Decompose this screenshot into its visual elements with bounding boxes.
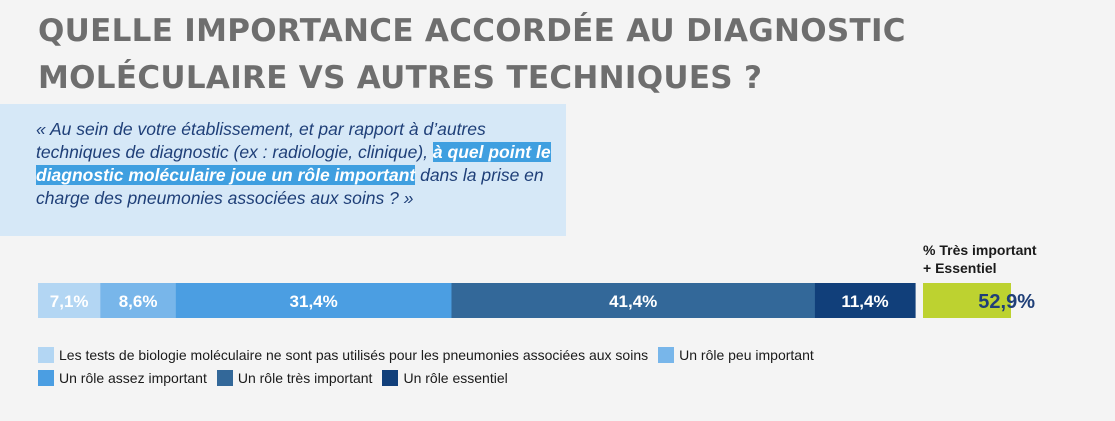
chart-legend: Les tests de biologie moléculaire ne son… xyxy=(38,343,1098,389)
question-text-end: dans la prise en charge des pneumonies a… xyxy=(36,165,544,208)
bar-segments xyxy=(38,283,916,318)
legend-row-2: Un rôle assez important Un rôle très imp… xyxy=(38,366,1098,389)
legend-swatch-not-used xyxy=(38,346,54,363)
legend-label-fairly-important: Un rôle assez important xyxy=(59,369,207,386)
legend-item-essential: Un rôle essentiel xyxy=(382,369,508,386)
question-box: « Au sein de votre établissement, et par… xyxy=(0,104,566,236)
summary-title-line-2: + Essentiel xyxy=(923,260,997,276)
page-title: QUELLE IMPORTANCE ACCORDÉE AU DIAGNOSTIC… xyxy=(38,8,1098,102)
title-line-1: QUELLE IMPORTANCE ACCORDÉE AU DIAGNOSTIC xyxy=(38,13,906,49)
legend-item-fairly-important: Un rôle assez important xyxy=(38,369,207,386)
bar-segment-2 xyxy=(100,283,177,318)
summary-value-label: 52,9% xyxy=(978,291,1035,313)
bar-segment-label-5: 11,4% xyxy=(841,292,888,311)
legend-label-essential: Un rôle essentiel xyxy=(403,369,508,386)
bar-segment-4 xyxy=(451,283,816,318)
bar-labels: 7,1% 8,6% 31,4% 41,4% 11,4% xyxy=(50,292,889,311)
legend-item-low-importance: Un rôle peu important xyxy=(658,346,814,363)
bar-segment-3 xyxy=(175,283,453,318)
bar-segment-label-1: 7,1% xyxy=(50,292,89,311)
bar-segment-5 xyxy=(814,283,916,318)
legend-swatch-low-importance xyxy=(658,346,675,363)
legend-swatch-fairly-important xyxy=(38,369,54,386)
legend-swatch-essential xyxy=(382,369,399,386)
legend-label-very-important: Un rôle très important xyxy=(237,369,373,386)
question-text: « Au sein de votre établissement, et par… xyxy=(36,118,556,210)
stacked-bar-chart: 7,1% 8,6% 31,4% 41,4% 11,4% % Très important… xyxy=(38,242,1037,318)
legend-item-very-important: Un rôle très important xyxy=(216,369,373,386)
bar-segment-1 xyxy=(38,283,101,318)
bar-segment-label-4: 41,4% xyxy=(609,292,657,311)
summary-title-line-1: % Très important xyxy=(923,242,1037,258)
summary-bar xyxy=(923,283,1011,318)
title-line-2: MOLÉCULAIRE VS AUTRES TECHNIQUES ? xyxy=(38,60,763,96)
question-text-start: « Au sein de votre établissement, et par… xyxy=(36,119,486,162)
legend-swatch-very-important xyxy=(216,369,233,386)
bar-segment-label-3: 31,4% xyxy=(290,292,338,311)
legend-label-not-used: Les tests de biologie moléculaire ne son… xyxy=(59,346,649,363)
legend-row-1: Les tests de biologie moléculaire ne son… xyxy=(38,343,1098,366)
bar-segment-label-2: 8,6% xyxy=(119,292,158,311)
legend-item-not-used: Les tests de biologie moléculaire ne son… xyxy=(38,346,649,363)
legend-label-low-importance: Un rôle peu important xyxy=(679,346,814,363)
